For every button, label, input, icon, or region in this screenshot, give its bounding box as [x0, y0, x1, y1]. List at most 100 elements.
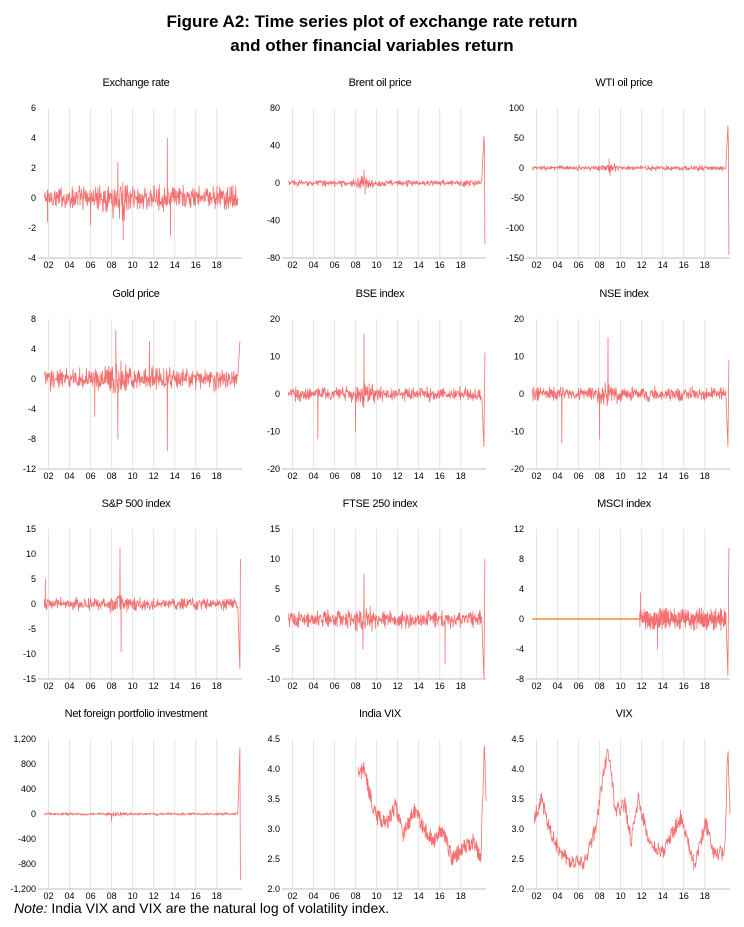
y-tick-label: -5 [272, 644, 280, 654]
x-tick-label: 08 [107, 891, 117, 901]
gridlines [292, 529, 462, 679]
x-tick-label: 10 [616, 260, 626, 270]
x-tick-label: 16 [191, 471, 201, 481]
y-tick-label: 40 [270, 141, 280, 151]
y-tick-label: -10 [267, 427, 280, 437]
x-tick-label: 06 [574, 891, 584, 901]
x-tick-label: 12 [393, 681, 403, 691]
x-tick-label: 06 [86, 891, 96, 901]
x-tick-label: 14 [170, 681, 180, 691]
y-tick-label: -100 [506, 223, 524, 233]
x-tick-label: 02 [532, 471, 542, 481]
y-tick-label: 80 [270, 103, 280, 113]
x-tick-label: 12 [637, 891, 647, 901]
x-tick-label: 18 [456, 891, 466, 901]
y-tick-label: 3.0 [511, 824, 524, 834]
x-tick-label: 04 [553, 681, 563, 691]
x-tick-label: 08 [107, 260, 117, 270]
x-tick-label: 12 [637, 681, 647, 691]
y-tick-label: -5 [28, 624, 36, 634]
x-tick-label: 18 [456, 681, 466, 691]
y-tick-label: 4 [519, 584, 524, 594]
x-tick-label: 16 [191, 891, 201, 901]
x-tick-label: 08 [351, 891, 361, 901]
y-tick-label: -150 [506, 253, 524, 263]
x-tick-label: 08 [351, 471, 361, 481]
x-tick-label: 06 [330, 681, 340, 691]
x-tick-label: 18 [700, 260, 710, 270]
x-tick-label: 10 [372, 260, 382, 270]
y-tick-label: 0 [275, 389, 280, 399]
y-tick-label: 8 [31, 314, 36, 324]
y-tick-label: 2.5 [511, 854, 524, 864]
x-tick-label: 06 [86, 260, 96, 270]
y-tick-label: 4 [31, 133, 36, 143]
x-tick-label: 18 [456, 471, 466, 481]
y-tick-label: 0 [275, 614, 280, 624]
y-tick-label: 0 [275, 178, 280, 188]
x-tick-label: 02 [44, 891, 54, 901]
x-tick-label: 16 [679, 891, 689, 901]
y-tick-label: -8 [28, 434, 36, 444]
y-tick-label: -400 [18, 834, 36, 844]
x-tick-label: 14 [658, 260, 668, 270]
x-tick-label: 04 [309, 471, 319, 481]
x-tick-label: 18 [456, 260, 466, 270]
x-tick-label: 10 [372, 471, 382, 481]
x-tick-label: 02 [532, 260, 542, 270]
x-tick-label: 14 [414, 681, 424, 691]
y-tick-label: 10 [270, 554, 280, 564]
x-tick-label: 02 [44, 471, 54, 481]
series-line [534, 748, 731, 871]
series-line [357, 745, 487, 866]
y-tick-label: -10 [267, 674, 280, 684]
x-tick-label: 08 [351, 681, 361, 691]
x-tick-label: 18 [212, 260, 222, 270]
chart-panel-5: BSE index 02 04 06 08 10 12 14 16 18 20 10 0 -10 -20 [267, 288, 486, 481]
x-tick-label: 10 [616, 891, 626, 901]
x-tick-label: 10 [372, 891, 382, 901]
y-tick-label: 3.5 [511, 794, 524, 804]
x-tick-label: 16 [679, 471, 689, 481]
series-line [287, 333, 486, 447]
x-tick-label: 10 [128, 681, 138, 691]
y-tick-label: 2.5 [267, 854, 280, 864]
x-tick-label: 14 [658, 891, 668, 901]
x-tick-label: 04 [65, 471, 75, 481]
y-tick-label: 20 [514, 314, 524, 324]
x-tick-label: 06 [574, 260, 584, 270]
y-tick-label: 15 [26, 524, 36, 534]
x-tick-label: 14 [170, 471, 180, 481]
series-line [287, 135, 486, 244]
chart-panel-8: FTSE 250 index 02 04 06 08 10 12 14 16 18 15 10 5 0 -5… [267, 498, 486, 691]
x-tick-label: 16 [679, 681, 689, 691]
x-tick-label: 16 [191, 681, 201, 691]
y-tick-label: -15 [23, 674, 36, 684]
y-tick-label: 2.0 [267, 884, 280, 894]
x-tick-label: 02 [44, 681, 54, 691]
y-tick-label: 5 [31, 574, 36, 584]
gridlines [292, 739, 462, 889]
series-line [639, 547, 730, 676]
y-tick-label: -8 [516, 674, 524, 684]
y-tick-label: -80 [267, 253, 280, 263]
x-tick-label: 02 [532, 681, 542, 691]
x-tick-label: 04 [309, 260, 319, 270]
x-tick-label: 12 [149, 681, 159, 691]
x-tick-label: 02 [288, 681, 298, 691]
y-tick-label: 5 [275, 584, 280, 594]
y-tick-label: 4.5 [267, 734, 280, 744]
y-tick-label: 0 [31, 809, 36, 819]
x-tick-label: 10 [372, 681, 382, 691]
x-tick-label: 04 [309, 891, 319, 901]
x-tick-label: 14 [658, 471, 668, 481]
x-tick-label: 12 [637, 260, 647, 270]
x-tick-label: 04 [65, 681, 75, 691]
y-tick-label: -1,200 [10, 884, 36, 894]
series-line [287, 558, 486, 680]
y-tick-label: 10 [514, 352, 524, 362]
x-tick-label: 04 [65, 260, 75, 270]
series-line [43, 329, 241, 452]
x-tick-label: 04 [553, 260, 563, 270]
note-label: Note: [14, 900, 48, 916]
